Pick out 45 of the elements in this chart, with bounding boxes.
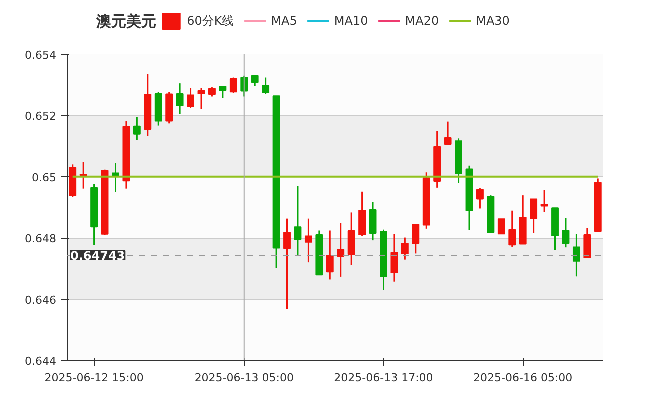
candlestick (444, 121, 452, 146)
y-tick-label: 0.648 (25, 232, 57, 246)
candlestick (262, 77, 270, 96)
candlestick (187, 87, 194, 110)
candlestick (540, 190, 548, 213)
x-tick-label: 2025-06-16 05:00 (474, 372, 573, 384)
candlestick (508, 210, 516, 248)
chart-title: 澳元美元 (95, 12, 156, 30)
candlestick (230, 77, 238, 94)
legend-label: MA20 (405, 14, 440, 28)
candlestick (572, 234, 580, 278)
legend-label: MA5 (271, 14, 298, 28)
y-tick-label: 0.644 (25, 355, 57, 368)
legend-label: 60分K线 (187, 12, 234, 30)
candlestick (80, 161, 88, 190)
candlestick (562, 217, 570, 248)
candlestick (133, 116, 141, 142)
candlestick (476, 188, 484, 210)
x-tick-label: 2025-06-13 17:00 (334, 372, 434, 384)
candlestick (584, 227, 592, 259)
candlestick (390, 233, 398, 283)
legend-label: MA10 (334, 14, 368, 28)
candlestick (530, 198, 538, 234)
candlestick (176, 82, 184, 115)
candlestick (401, 237, 409, 261)
candlestick (284, 218, 291, 310)
y-tick-label: 0.65 (32, 171, 57, 184)
x-tick-label: 2025-06-12 15:00 (44, 372, 144, 384)
candlestick (337, 222, 345, 278)
y-tick-label: 0.652 (25, 110, 57, 124)
candlestick (498, 218, 506, 235)
candlestick (369, 202, 377, 242)
y-tick-label: 0.646 (25, 294, 57, 307)
candlestick (294, 186, 302, 256)
legend-label: MA30 (476, 14, 510, 28)
candlestick (348, 212, 356, 266)
candlestick (208, 86, 216, 98)
x-tick-label: 2025-06-13 05:00 (194, 372, 294, 384)
candlestick (412, 224, 420, 254)
ref-line-label: 0.64743 (70, 249, 126, 264)
candlestick (326, 230, 334, 280)
candlestick (219, 86, 227, 100)
candlestick (198, 87, 206, 110)
y-tick-label: 0.654 (25, 49, 57, 62)
candlestick (304, 218, 312, 264)
